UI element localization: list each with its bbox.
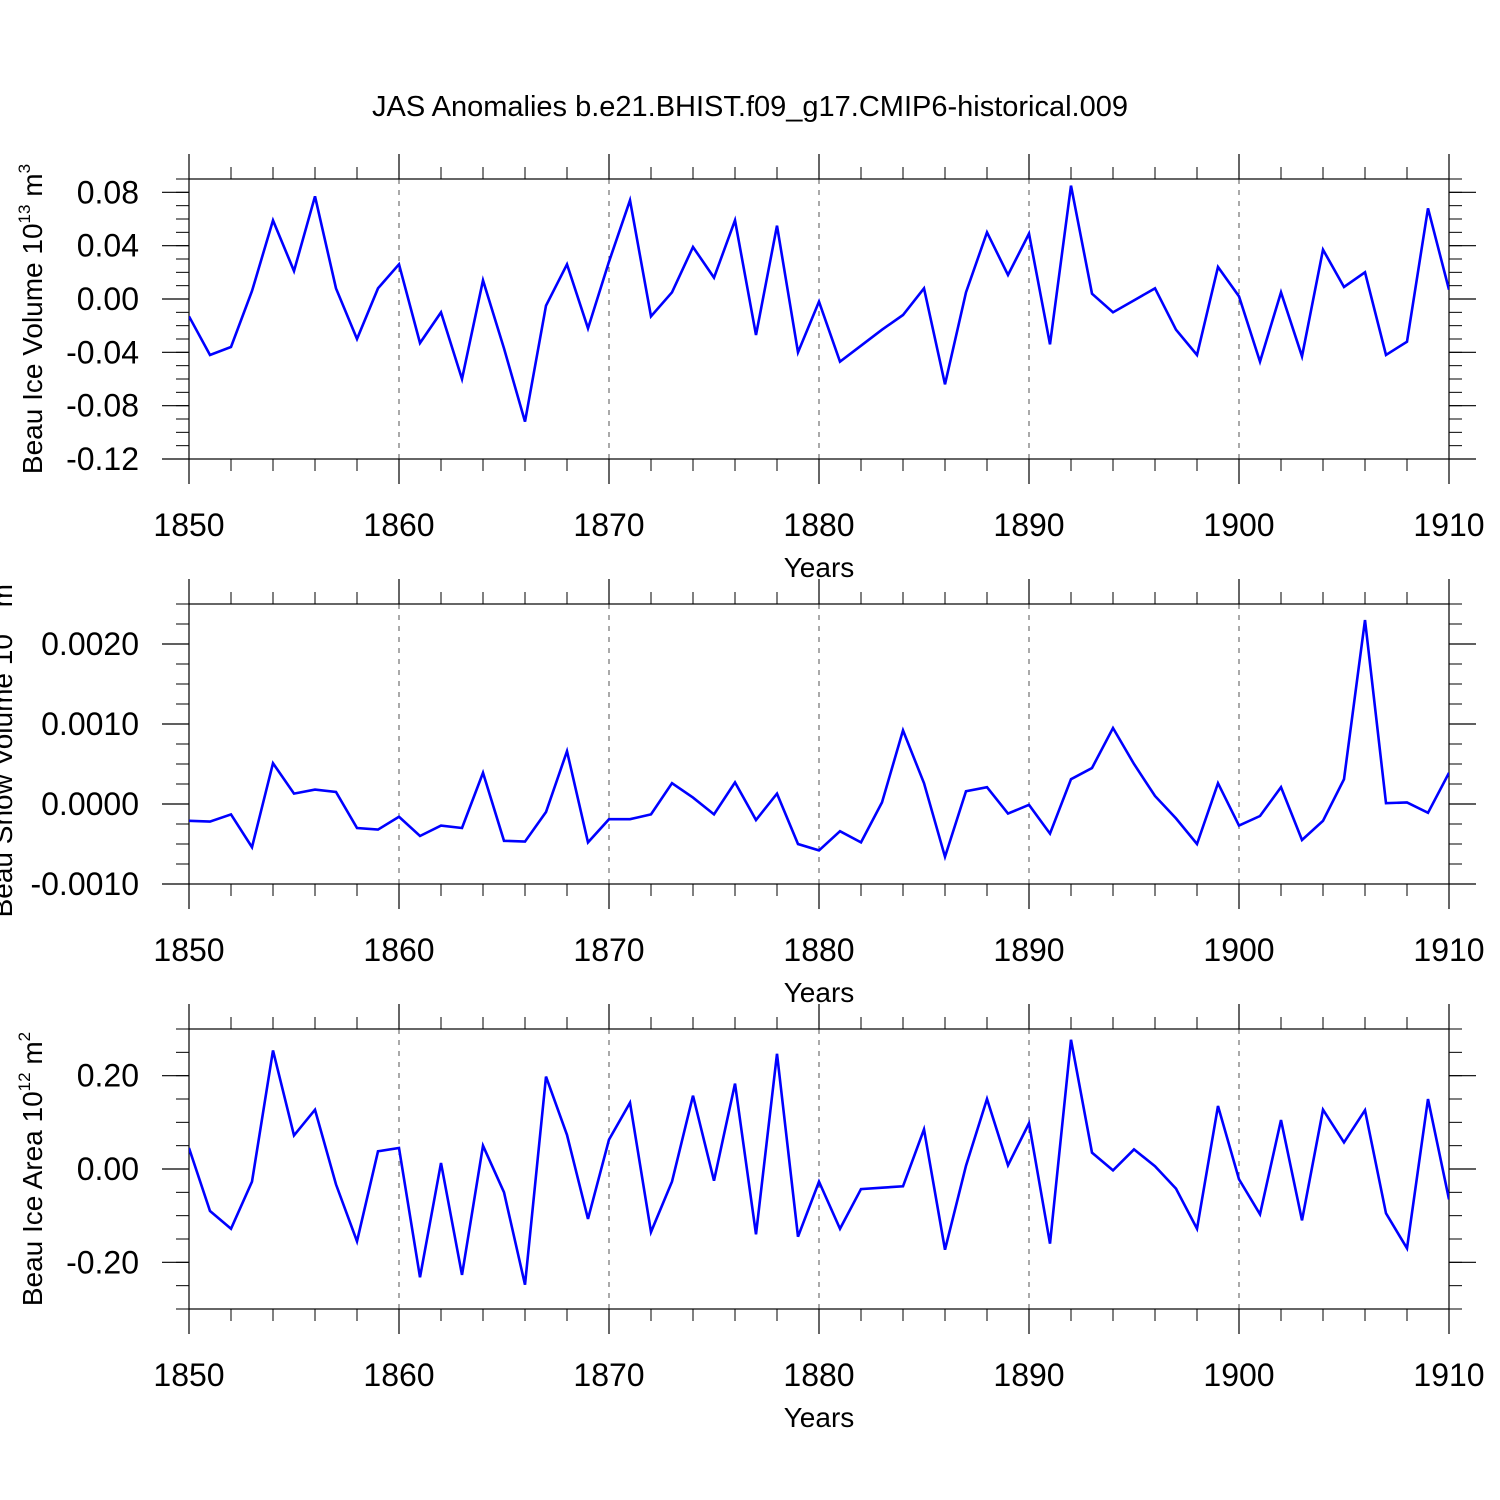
x-tick-label: 1880 [783,507,854,543]
x-tick-label: 1870 [573,932,644,968]
x-tick-label: 1850 [153,932,224,968]
y-tick-label: -0.12 [66,441,139,477]
y-axis-title-unit: m [0,584,18,615]
x-tick-label: 1860 [363,932,434,968]
y-tick-label: 0.0000 [41,786,139,822]
panel-snow-volume: 1850 1860 1870 1880 1890 1900 1910 -0.0010 0.000… [0,575,1485,1008]
y-tick-label: -0.0010 [30,866,139,902]
x-tick-label: 1880 [783,932,854,968]
x-tick-label: 1870 [573,1357,644,1393]
x-tick-label: 1910 [1413,507,1484,543]
x-tick-label: 1900 [1203,507,1274,543]
y-axis-title: Beau Snow Volume 1013 m3 [0,575,18,918]
y-axis-title-main: Beau Ice Area 10 [17,1091,48,1306]
y-axis-title-main: Beau Snow Volume 10 [0,634,18,917]
x-tick-label: 1900 [1203,932,1274,968]
x-tick-label: 1890 [993,507,1064,543]
x-tick-label: 1850 [153,507,224,543]
y-tick-label: 0.08 [77,174,139,210]
x-tick-label: 1910 [1413,1357,1484,1393]
y-tick-label: 0.0010 [41,706,139,742]
y-tick-label: 0.0020 [41,626,139,662]
y-axis-title-exponent: 13 [15,205,34,224]
plot-frame [188,603,1450,885]
y-axis-title-unit-exponent: 3 [15,164,34,173]
x-tick-label: 1880 [783,1357,854,1393]
y-tick-label: -0.20 [66,1244,139,1280]
series-line [189,1039,1449,1286]
y-axis-title-exponent: 13 [0,615,4,634]
series-line [189,185,1449,423]
x-tick-label: 1890 [993,932,1064,968]
panel-ice-volume: 1850 1860 1870 1880 1890 1900 1910 -0.12 -0.08 -0… [15,154,1485,583]
y-axis-title-unit-exponent: 3 [0,575,4,584]
x-tick-label: 1890 [993,1357,1064,1393]
y-tick-label: 0.20 [77,1058,139,1094]
y-tick-label: -0.04 [66,334,139,370]
x-axis-title: Years [784,552,855,583]
series-line [189,619,1449,862]
y-tick-label: 0.00 [77,1151,139,1187]
y-axis-title-exponent: 12 [15,1072,34,1091]
x-tick-label: 1910 [1413,932,1484,968]
plot-frame [188,178,1450,460]
panel-ice-area: 1850 1860 1870 1880 1890 1900 1910 -0.20 0.00 0.2… [15,1004,1485,1433]
x-tick-label: 1860 [363,507,434,543]
x-tick-label: 1900 [1203,1357,1274,1393]
y-tick-label: 0.00 [77,281,139,317]
x-axis-title: Years [784,977,855,1008]
y-axis-title: Beau Ice Volume 1013 m3 [15,164,48,474]
figure-title: JAS Anomalies b.e21.BHIST.f09_g17.CMIP6-… [372,91,1128,123]
y-axis-title-unit: m [17,173,48,204]
plot-frame [188,1028,1450,1310]
x-tick-label: 1870 [573,507,644,543]
y-tick-label: -0.08 [66,388,139,424]
y-axis-title-unit: m [17,1041,48,1072]
y-axis-title-unit-exponent: 2 [15,1032,34,1041]
x-tick-label: 1850 [153,1357,224,1393]
y-axis-title: Beau Ice Area 1012 m2 [15,1032,48,1306]
y-axis-title-main: Beau Ice Volume 10 [17,223,48,474]
x-tick-label: 1860 [363,1357,434,1393]
y-tick-label: 0.04 [77,228,139,264]
x-axis-title: Years [784,1402,855,1433]
